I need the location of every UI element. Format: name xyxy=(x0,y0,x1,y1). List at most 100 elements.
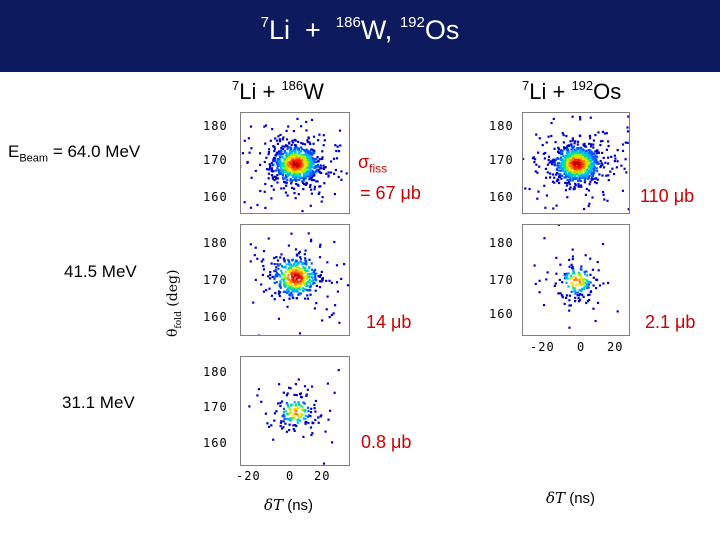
scatter-point xyxy=(298,284,301,287)
scatter-point xyxy=(567,181,571,184)
scatter-point xyxy=(295,412,298,415)
scatter-point xyxy=(283,259,286,262)
scatter-point xyxy=(570,153,573,156)
scatter-point xyxy=(602,193,605,196)
scatter-point xyxy=(300,170,303,173)
scatter-point xyxy=(308,414,311,417)
scatter-point xyxy=(285,160,288,163)
column-title-w: 7Li + 186W xyxy=(232,78,324,104)
scatter-point xyxy=(306,297,309,300)
scatter-point xyxy=(563,272,566,276)
scatter-point xyxy=(573,161,576,165)
scatter-point xyxy=(593,160,596,163)
scatter-point xyxy=(557,223,560,226)
scatter-point xyxy=(283,158,286,161)
scatter-point xyxy=(292,424,295,427)
scatter-point xyxy=(571,255,574,258)
scatter-point xyxy=(323,139,326,142)
y-tick: 170 xyxy=(203,153,228,167)
scatter-point xyxy=(588,142,591,145)
scatter-point xyxy=(301,163,304,166)
scatter-point xyxy=(286,276,289,279)
scatter-point xyxy=(286,287,289,290)
scatter-point xyxy=(298,288,301,291)
scatter-point xyxy=(569,274,573,277)
scatter-point xyxy=(602,190,605,194)
scatter-point xyxy=(302,154,305,157)
scatter-point xyxy=(292,413,295,416)
scatter-point xyxy=(603,198,606,201)
scatter-point xyxy=(563,302,566,305)
scatter-point xyxy=(306,161,309,164)
scatter-point xyxy=(256,257,259,260)
scatter-point xyxy=(553,160,556,163)
scatter-point xyxy=(579,298,582,301)
scatter-point xyxy=(282,257,285,260)
scatter-point xyxy=(305,276,309,279)
scatter-point xyxy=(557,150,560,153)
scatter-point xyxy=(584,273,587,276)
scatter-point xyxy=(325,279,328,282)
scatter-point xyxy=(295,156,298,159)
scatter-point xyxy=(584,157,588,160)
scatter-point xyxy=(300,150,303,153)
scatter-point xyxy=(584,193,587,196)
scatter-point xyxy=(301,263,304,266)
scatter-point xyxy=(292,263,296,266)
scatter-point xyxy=(312,165,315,169)
scatter-point xyxy=(592,307,595,310)
scatter-point xyxy=(314,289,317,292)
scatter-point xyxy=(577,153,580,156)
scatter-point xyxy=(279,421,282,424)
scatter-point xyxy=(330,160,333,163)
scatter-point xyxy=(592,162,595,165)
scatter-point xyxy=(290,179,294,182)
scatter-point xyxy=(307,136,310,139)
scatter-point xyxy=(588,280,591,283)
scatter-point xyxy=(290,264,293,267)
scatter-point xyxy=(274,169,278,172)
scatter-point xyxy=(308,174,312,177)
scatter-point xyxy=(288,173,291,176)
scatter-point xyxy=(283,415,286,418)
scatter-point xyxy=(336,145,339,148)
scatter-point xyxy=(302,277,305,280)
scatter-point xyxy=(312,152,316,155)
scatter-point xyxy=(572,145,576,148)
scatter-point xyxy=(605,148,608,151)
scatter-point xyxy=(565,170,568,173)
scatter-point xyxy=(300,162,303,165)
scatter-point xyxy=(586,168,589,171)
scatter-point xyxy=(310,158,313,161)
scatter-point xyxy=(560,166,563,169)
scatter-point xyxy=(572,163,575,166)
scatter-point xyxy=(556,169,559,172)
scatter-point xyxy=(303,409,306,412)
scatter-point xyxy=(543,237,546,240)
scatter-point xyxy=(297,378,300,381)
scatter-point xyxy=(311,268,314,271)
scatter-point xyxy=(565,296,568,299)
scatter-point xyxy=(310,262,313,265)
scatter-point xyxy=(586,300,590,303)
scatter-point xyxy=(315,272,318,275)
scatter-point xyxy=(567,158,570,161)
scatter-point xyxy=(552,158,555,161)
scatter-point xyxy=(563,164,566,167)
scatter-point xyxy=(283,170,287,173)
scatter-point xyxy=(581,164,584,167)
scatter-point xyxy=(290,143,293,147)
scatter-point xyxy=(293,161,296,164)
scatter-point xyxy=(599,144,602,147)
scatter-point xyxy=(288,263,291,266)
scatter-point xyxy=(270,294,273,297)
scatter-point xyxy=(288,159,291,162)
scatter-point xyxy=(294,248,298,251)
scatter-point xyxy=(305,156,308,159)
scatter-point xyxy=(320,171,323,175)
scatter-point xyxy=(596,260,599,264)
scatter-point xyxy=(566,165,569,168)
scatter-point xyxy=(308,178,311,181)
scatter-point xyxy=(298,151,301,154)
scatter-point xyxy=(596,162,599,165)
